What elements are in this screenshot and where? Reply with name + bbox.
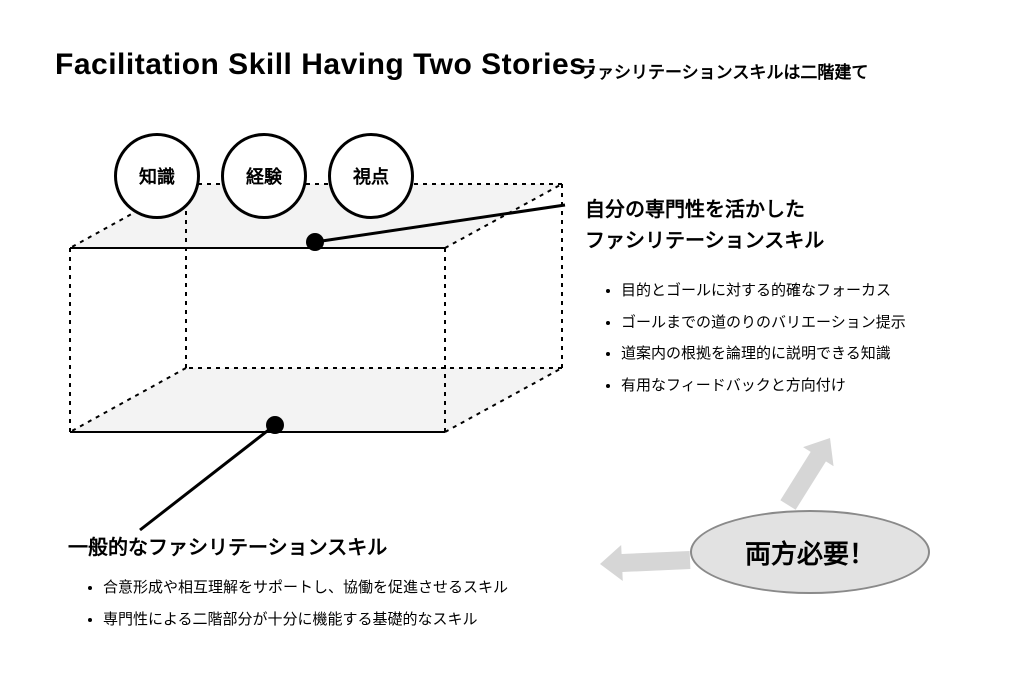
lower-story-heading: 一般的なファシリテーションスキル (68, 533, 387, 564)
concept-circle: 視点 (328, 133, 414, 219)
upper-story-bullets: 目的とゴールに対する的確なフォーカスゴールまでの道のりのバリエーション提示道案内… (600, 278, 906, 404)
bullet-item: 有用なフィードバックと方向付け (621, 373, 906, 399)
bullet-item: 合意形成や相互理解をサポートし、協働を促進させるスキル (103, 575, 508, 601)
infographic-canvas: Facilitation Skill Having Two Stories: フ… (0, 0, 1024, 684)
bullet-item: ゴールまでの道のりのバリエーション提示 (621, 310, 906, 336)
concept-circle: 経験 (221, 133, 307, 219)
heading-line: 自分の専門性を活かした (585, 195, 824, 226)
both-needed-callout: 両方必要！ (690, 510, 930, 594)
upper-story-heading: 自分の専門性を活かしたファシリテーションスキル (585, 195, 824, 257)
bullet-item: 専門性による二階部分が十分に機能する基礎的なスキル (103, 607, 508, 633)
bullet-item: 道案内の根拠を論理的に説明できる知識 (621, 341, 906, 367)
bullet-item: 目的とゴールに対する的確なフォーカス (621, 278, 906, 304)
concept-circle: 知識 (114, 133, 200, 219)
heading-line: ファシリテーションスキル (585, 226, 824, 257)
lower-story-bullets: 合意形成や相互理解をサポートし、協働を促進させるスキル専門性による二階部分が十分… (82, 575, 508, 640)
